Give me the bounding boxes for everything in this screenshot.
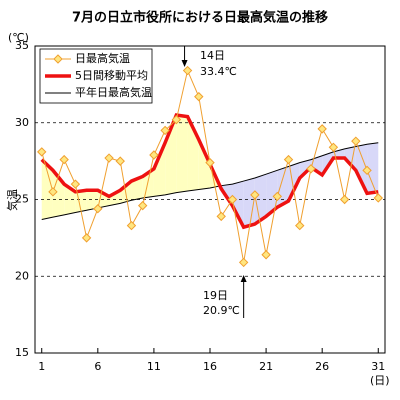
legend-label: 日最高気温 bbox=[75, 51, 130, 65]
marker bbox=[194, 91, 204, 102]
area-fill bbox=[344, 146, 356, 171]
x-tick-label: 16 bbox=[203, 360, 217, 373]
area-fill bbox=[109, 190, 121, 206]
marker bbox=[171, 114, 182, 125]
marker bbox=[261, 250, 271, 260]
marker bbox=[93, 204, 103, 214]
y-tick-label: 30 bbox=[15, 116, 29, 129]
area-fill bbox=[153, 142, 166, 197]
area-fill bbox=[41, 159, 53, 220]
y-unit: (℃) bbox=[8, 31, 29, 44]
annotation: 19日 bbox=[203, 289, 228, 302]
marker bbox=[216, 211, 226, 222]
marker bbox=[351, 136, 361, 146]
marker bbox=[205, 157, 215, 168]
area-fill bbox=[165, 115, 177, 195]
marker bbox=[182, 65, 193, 76]
y-tick-label: 15 bbox=[15, 346, 29, 359]
marker bbox=[160, 125, 170, 136]
area-fill bbox=[198, 139, 210, 190]
marker bbox=[272, 191, 283, 202]
x-tick-label: 6 bbox=[94, 360, 101, 373]
x-tick-label: 26 bbox=[315, 360, 329, 373]
area-fill bbox=[355, 144, 368, 194]
legend-label: 5日間移動平均 bbox=[75, 68, 148, 82]
marker bbox=[283, 154, 294, 165]
x-tick-label: 11 bbox=[147, 360, 161, 373]
marker bbox=[317, 124, 327, 134]
x-tick-label: 31 bbox=[371, 360, 385, 373]
x-tick-label: 21 bbox=[259, 360, 273, 373]
annotation: 20.9℃ bbox=[203, 304, 240, 317]
area-fill bbox=[131, 176, 143, 201]
marker bbox=[238, 257, 249, 268]
area-fill bbox=[176, 115, 188, 193]
x-unit: (日) bbox=[370, 374, 390, 387]
x-tick-label: 1 bbox=[38, 360, 45, 373]
marker bbox=[137, 200, 148, 211]
marker bbox=[104, 153, 114, 163]
marker bbox=[250, 190, 260, 200]
marker bbox=[373, 193, 383, 203]
annotation: 14日 bbox=[200, 49, 225, 62]
marker bbox=[37, 147, 47, 157]
marker bbox=[328, 142, 339, 153]
area-fill bbox=[243, 178, 255, 228]
chart-title: 7月の日立市役所における日最高気温の推移 bbox=[72, 10, 328, 26]
marker bbox=[59, 154, 69, 165]
area-fill bbox=[367, 142, 379, 194]
y-tick-label: 25 bbox=[15, 193, 29, 206]
marker bbox=[126, 220, 137, 231]
marker bbox=[306, 164, 316, 174]
marker bbox=[115, 156, 125, 166]
marker bbox=[48, 187, 58, 197]
marker bbox=[339, 194, 350, 205]
legend-marker bbox=[53, 54, 63, 64]
plot-frame bbox=[34, 45, 386, 354]
arrow-head bbox=[240, 275, 247, 282]
marker bbox=[81, 233, 92, 243]
marker bbox=[70, 179, 81, 189]
y-tick-label: 35 bbox=[15, 39, 29, 52]
area-fill bbox=[232, 181, 244, 228]
y-label: 気温 bbox=[5, 189, 19, 211]
area-fill bbox=[266, 170, 278, 217]
marker bbox=[362, 165, 372, 176]
legend-label: 平年日最高気温 bbox=[75, 85, 152, 99]
marker bbox=[295, 220, 305, 231]
area-fill bbox=[86, 190, 98, 211]
area-fill bbox=[333, 148, 345, 159]
arrow-head bbox=[181, 60, 188, 67]
y-tick-label: 20 bbox=[15, 269, 29, 282]
marker bbox=[227, 194, 238, 205]
annotation: 33.4℃ bbox=[200, 65, 237, 78]
marker bbox=[149, 150, 159, 160]
